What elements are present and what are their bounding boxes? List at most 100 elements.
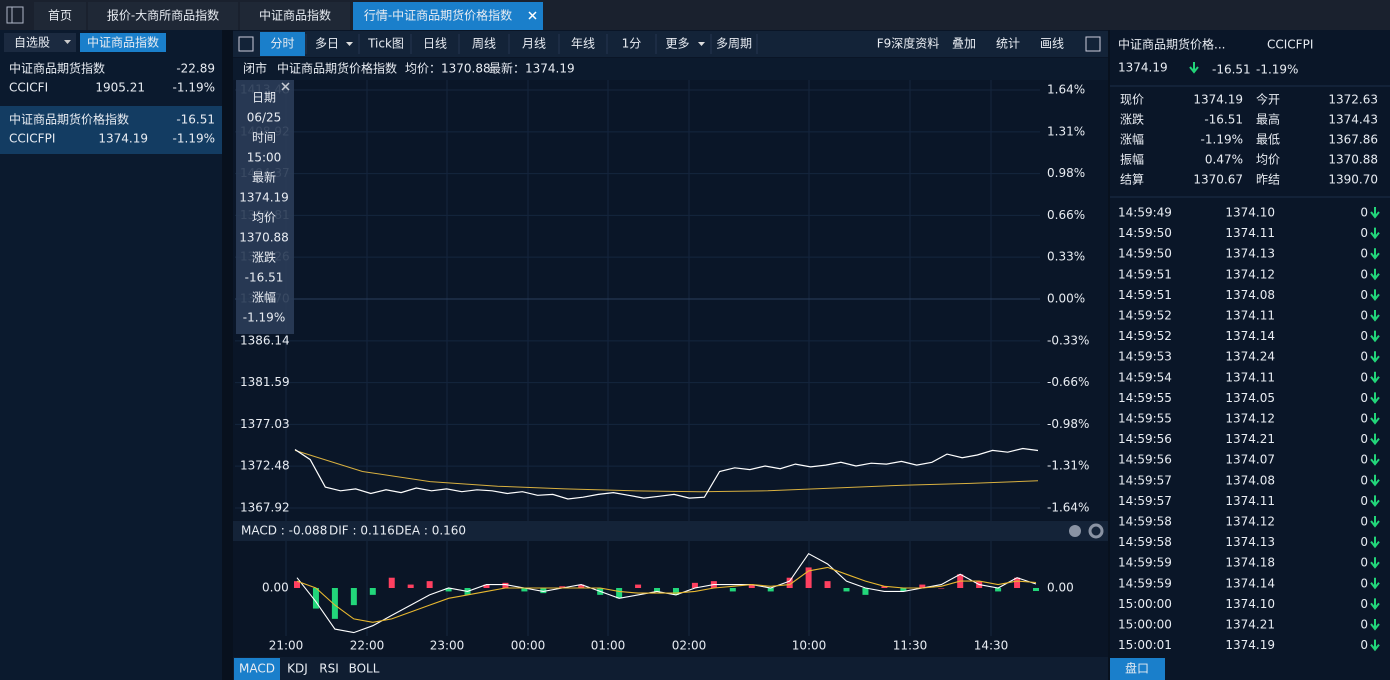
right-panel	[1110, 30, 1390, 680]
toolbar-label[interactable]: 周线	[472, 37, 496, 51]
pct-tick: 0.00%	[1047, 292, 1085, 306]
panel-gap	[1108, 30, 1110, 680]
tab[interactable]	[88, 2, 238, 30]
avg-label: 均价：1370.88	[405, 62, 491, 76]
watch-tab[interactable]	[4, 33, 76, 52]
dea-line	[296, 566, 1037, 623]
indicator-label[interactable]: KDJ	[287, 662, 308, 676]
quote-title: 中证商品期货价格...	[1118, 37, 1225, 52]
chart-header	[233, 58, 1108, 80]
tab[interactable]	[34, 2, 86, 30]
toolbar-label[interactable]: 分时	[270, 37, 294, 51]
toolbar-label[interactable]: 画线	[1040, 37, 1064, 51]
tick-time: 14:59:52	[1118, 329, 1172, 343]
toolbar-label[interactable]: 叠加	[952, 37, 976, 51]
item-name: 中证商品期货指数	[9, 61, 105, 76]
indicator-label[interactable]: RSI	[319, 662, 339, 676]
toolbar-button[interactable]	[560, 32, 606, 56]
toolbar-label[interactable]: F9深度资料	[877, 36, 940, 51]
time-label: 22:00	[350, 639, 385, 653]
macd-zero: 0.00	[262, 581, 289, 595]
toolbar-button[interactable]	[712, 32, 756, 56]
quote-label: 涨跌	[1120, 112, 1144, 127]
price-tick: 1381.59	[240, 375, 290, 389]
indicator-label[interactable]: MACD	[239, 662, 275, 676]
tick-time: 14:59:49	[1118, 206, 1172, 220]
toolbar-label[interactable]: 更多	[665, 37, 689, 51]
tick-arrow	[1370, 495, 1380, 508]
tick-volume: 0	[1360, 432, 1368, 446]
indicator-tab[interactable]	[345, 658, 383, 680]
down-arrow	[1189, 62, 1199, 74]
macd-bar	[635, 584, 642, 588]
toolbar-button[interactable]	[460, 32, 508, 56]
macd-bar	[938, 588, 945, 589]
footer-label[interactable]: 盘口	[1125, 661, 1149, 676]
tick-time: 14:59:51	[1118, 288, 1172, 302]
toolbar-button[interactable]	[412, 32, 458, 56]
tick-volume: 0	[1360, 391, 1368, 405]
indicator-tab[interactable]	[315, 658, 343, 680]
indicator-tab[interactable]	[282, 658, 313, 680]
macd-bar	[900, 588, 907, 592]
tick-price: 1374.24	[1225, 350, 1275, 364]
toolbar-label[interactable]: 年线	[571, 37, 595, 51]
tab[interactable]	[240, 2, 350, 30]
quote-value: 0.47%	[1205, 153, 1243, 167]
item-price: 1905.21	[95, 81, 145, 95]
dropdown-arrow	[64, 40, 71, 44]
toolbar-button[interactable]	[510, 32, 558, 56]
tab-label[interactable]: 报价-大商所商品指数	[107, 8, 219, 23]
price-line	[294, 447, 1039, 500]
tab-label[interactable]: 首页	[48, 9, 72, 23]
toolbar-button[interactable]	[260, 32, 305, 56]
toolbar-label[interactable]: 多周期	[716, 37, 752, 51]
indicator-label[interactable]: BOLL	[349, 662, 380, 676]
tick-volume: 0	[1360, 226, 1368, 240]
tick-arrow	[1370, 454, 1380, 466]
quote-label: 现价	[1120, 93, 1144, 107]
macd-bar	[331, 588, 338, 619]
watch-tab-label[interactable]: 中证商品指数	[87, 35, 159, 50]
item-pct: -1.19%	[173, 81, 215, 95]
quote-code: CCICFPI	[1267, 38, 1313, 52]
tick-volume: 0	[1360, 309, 1368, 323]
tick-arrow	[1370, 536, 1380, 549]
toolbar-label[interactable]: 日线	[423, 37, 447, 51]
toolbar-label[interactable]: 月线	[522, 37, 546, 51]
tab-label[interactable]: 行情-中证商品期货价格指数	[364, 8, 512, 23]
toolbar-label[interactable]: 多日	[315, 37, 339, 51]
toolbar-label[interactable]: Tick图	[367, 37, 404, 51]
tab-label[interactable]: 中证商品指数	[259, 8, 331, 23]
close-icon[interactable]	[1069, 525, 1081, 537]
tab-close	[528, 11, 537, 20]
tick-time: 14:59:56	[1118, 432, 1172, 446]
footer-tab[interactable]	[1110, 658, 1165, 680]
toolbar-label[interactable]: 统计	[996, 37, 1020, 51]
tick-price: 1374.10	[1225, 206, 1275, 220]
indicator-tab[interactable]	[234, 658, 280, 680]
tick-arrow	[1370, 639, 1380, 652]
tick-time: 14:59:50	[1118, 247, 1172, 261]
menu-icon	[6, 6, 24, 24]
toolbar-button[interactable]	[362, 32, 410, 56]
tick-time: 14:59:53	[1118, 350, 1172, 364]
item-code: CCICFPI	[9, 132, 55, 146]
quote-label: 昨结	[1256, 173, 1280, 187]
quote-label: 均价	[1256, 153, 1280, 167]
pct-tick: -0.98%	[1047, 417, 1089, 431]
tick-price: 1374.19	[1225, 638, 1275, 652]
macd-zero: 0.00	[1047, 581, 1074, 595]
tooltip-value: -1.19%	[243, 311, 285, 325]
tick-volume: 0	[1360, 638, 1368, 652]
toolbar-button[interactable]	[608, 32, 655, 56]
watch-tab-label[interactable]: 自选股	[14, 36, 50, 50]
quote-label: 振幅	[1120, 152, 1144, 167]
toolbar-label[interactable]: 1分	[622, 37, 642, 51]
tab[interactable]	[353, 2, 543, 30]
settings-icon[interactable]	[1088, 523, 1104, 539]
tick-arrow	[1370, 330, 1380, 343]
watch-tab[interactable]	[80, 33, 166, 52]
selected-row[interactable]	[0, 106, 222, 154]
item-name: 中证商品期货价格指数	[9, 112, 129, 127]
